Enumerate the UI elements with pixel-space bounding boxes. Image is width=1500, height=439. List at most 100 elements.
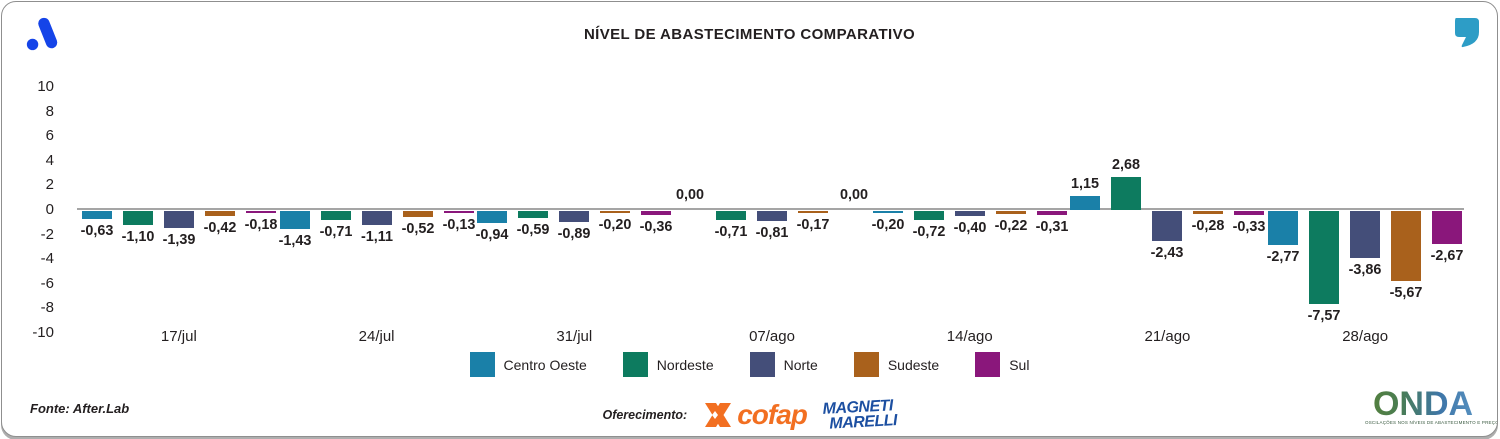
onda-wordmark: ONDA	[1365, 387, 1481, 421]
value-label-Norte-14/ago: -0,40	[953, 218, 987, 236]
bar-slot: -7,57	[1307, 87, 1341, 333]
bar-Norte-21/ago	[1152, 211, 1183, 241]
bar-Sudeste-31/jul	[600, 211, 631, 214]
bar-Sudeste-28/ago	[1391, 211, 1422, 281]
bar-Centro Oeste-31/jul	[477, 211, 508, 223]
bar-slot: -1,39	[162, 87, 196, 333]
bar-Norte-17/jul	[163, 211, 194, 229]
quote-mark-icon	[1455, 18, 1479, 48]
plot-area: -0,63 -1,10 -1,39 -0,42 -0,18 -1,43 -0,71 -1,11…	[77, 87, 1464, 333]
y-tick-label: -4	[40, 250, 54, 268]
y-tick-label: 8	[45, 102, 54, 120]
legend-swatch	[622, 352, 648, 377]
bar-slot: -2,77	[1267, 87, 1300, 333]
bar-Sul-14/ago	[1036, 211, 1067, 215]
bar-Centro Oeste-14/ago	[872, 211, 903, 214]
y-tick-label: 0	[45, 201, 54, 218]
bar-slot: -0,52	[401, 87, 434, 333]
value-label-Norte-07/ago: -0,81	[755, 223, 789, 241]
value-label-Centro Oeste-07/ago: 0,00	[675, 186, 705, 203]
bar-slot: -0,89	[557, 87, 591, 333]
bar-slot: -0,20	[598, 87, 632, 333]
legend-swatch	[975, 352, 1001, 377]
value-label-Nordeste-14/ago: -0,72	[912, 222, 946, 240]
value-label-Nordeste-17/jul: -1,10	[121, 227, 155, 245]
bar-slot: -0,22	[994, 87, 1028, 333]
magneti-marelli-logo: MAGNETI MARELLI	[822, 397, 898, 433]
bar-group-24/jul: -1,43 -0,71 -1,11 -0,52 -0,13	[278, 87, 476, 333]
bar-Nordeste-14/ago	[913, 211, 944, 220]
legend-label: Centro Oeste	[503, 356, 587, 373]
x-tick-label-28/ago: 28/ago	[1342, 328, 1389, 345]
value-label-Sudeste-28/ago: -5,67	[1389, 283, 1423, 301]
x-tick-label-17/jul: 17/jul	[160, 328, 197, 345]
bar-slot: 0,00	[839, 87, 869, 333]
bar-slot: -1,11	[361, 87, 393, 333]
bar-Nordeste-24/jul	[320, 211, 351, 220]
x-tick-label-24/jul: 24/jul	[358, 328, 395, 345]
value-label-Centro Oeste-31/jul: -0,94	[475, 225, 509, 243]
y-tick-label: 10	[37, 78, 54, 95]
bar-Sudeste-17/jul	[204, 211, 235, 217]
value-label-Norte-31/jul: -0,89	[557, 224, 591, 242]
value-label-Norte-17/jul: -1,39	[162, 231, 196, 249]
bar-slot: -0,72	[912, 87, 946, 333]
bar-Sudeste-14/ago	[995, 211, 1026, 214]
bar-group-21/ago: 1,15 2,68 -2,43 -0,28 -0,33	[1069, 87, 1267, 333]
value-label-Centro Oeste-24/jul: -1,43	[278, 231, 311, 249]
bar-slot: -5,67	[1389, 87, 1423, 333]
y-axis: 10 8 6 4 2 0 -2 -4 -6 -8 -10	[2, 78, 60, 341]
bar-slot: -1,43	[278, 87, 311, 333]
sponsors-row: Oferecimento: cofap MAGNETI MARELLI	[2, 392, 1497, 436]
bar-slot: -0,33	[1233, 87, 1266, 333]
bar-slot: -0,94	[475, 87, 509, 333]
value-label-Nordeste-07/ago: -0,71	[714, 222, 748, 240]
legend-label: Sul	[1009, 356, 1030, 373]
legend-item-Norte: Norte	[749, 352, 818, 377]
legend-item-Nordeste: Nordeste	[622, 352, 714, 377]
bar-slot: 0,00	[675, 87, 705, 333]
bar-slot: -0,81	[755, 87, 789, 333]
value-label-Sul-24/jul: -0,13	[442, 215, 475, 233]
bar-Sul-31/jul	[641, 211, 672, 216]
bar-Norte-07/ago	[757, 211, 788, 221]
bar-Centro Oeste-17/jul	[81, 211, 112, 219]
x-tick-label-07/ago: 07/ago	[749, 328, 795, 345]
bar-slot: -0,71	[714, 87, 748, 333]
bar-Nordeste-28/ago	[1309, 211, 1340, 305]
bar-Sudeste-24/jul	[402, 211, 433, 218]
bar-Sudeste-07/ago	[798, 211, 829, 214]
value-label-Sudeste-07/ago: -0,17	[796, 216, 830, 234]
x-tick-label-21/ago: 21/ago	[1144, 328, 1191, 345]
value-label-Sudeste-14/ago: -0,22	[994, 216, 1028, 234]
bar-slot: -0,31	[1035, 87, 1068, 333]
value-label-Nordeste-28/ago: -7,57	[1307, 307, 1341, 325]
legend-label: Norte	[783, 356, 818, 373]
value-label-Sudeste-24/jul: -0,52	[401, 220, 434, 238]
bar-slot: -1,10	[121, 87, 155, 333]
legend: Centro Oeste Nordeste Norte Sudeste Sul	[2, 352, 1497, 377]
bar-Norte-24/jul	[361, 211, 392, 225]
x-axis: 17/jul 24/jul 31/jul 07/ago 14/ago 21/ago 28/a…	[80, 328, 1464, 350]
bar-Sul-24/jul	[443, 211, 474, 213]
value-label-Sudeste-17/jul: -0,42	[203, 219, 237, 237]
y-tick-label: -10	[32, 324, 54, 341]
bar-slot: -3,86	[1349, 87, 1382, 333]
onda-logo: ONDA OSCILAÇÕES NOS NÍVEIS DE ABASTECIME…	[1365, 387, 1497, 425]
bar-Nordeste-31/jul	[518, 211, 549, 219]
legend-swatch	[749, 352, 775, 377]
value-label-Sul-31/jul: -0,36	[639, 218, 673, 236]
bar-Centro Oeste-24/jul	[279, 211, 310, 229]
y-tick-label: -2	[40, 225, 54, 243]
legend-item-Centro Oeste: Centro Oeste	[469, 352, 587, 377]
value-label-Nordeste-31/jul: -0,59	[516, 221, 550, 239]
magneti-line2: MARELLI	[828, 412, 898, 433]
legend-label: Sudeste	[887, 356, 940, 373]
bar-slot: -0,71	[319, 87, 352, 333]
bar-group-17/jul: -0,63 -1,10 -1,39 -0,42 -0,18	[80, 87, 278, 333]
bar-slot: -0,42	[203, 87, 237, 333]
value-label-Sudeste-31/jul: -0,20	[598, 216, 632, 234]
value-label-Centro Oeste-21/ago: 1,15	[1071, 174, 1100, 192]
bar-Norte-31/jul	[559, 211, 590, 222]
